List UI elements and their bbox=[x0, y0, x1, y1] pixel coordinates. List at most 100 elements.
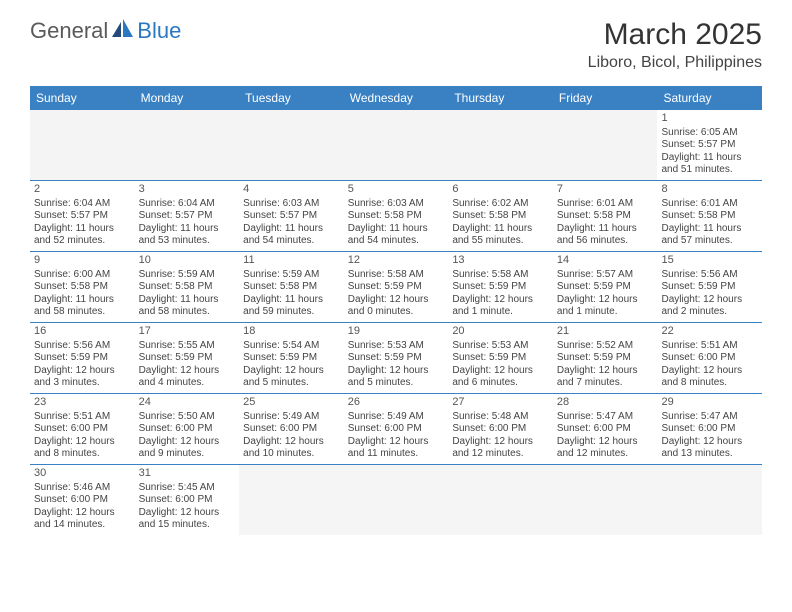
day-number: 18 bbox=[243, 325, 340, 339]
day-info-line: Sunrise: 5:56 AM bbox=[661, 269, 758, 282]
day-info-line: Daylight: 12 hours bbox=[348, 365, 445, 378]
day-number: 14 bbox=[557, 254, 654, 268]
day-info-line: Sunset: 6:00 PM bbox=[452, 423, 549, 436]
day-info-line: Sunset: 5:59 PM bbox=[452, 352, 549, 365]
day-number: 29 bbox=[661, 396, 758, 410]
day-number: 13 bbox=[452, 254, 549, 268]
day-info-line: and 1 minute. bbox=[452, 306, 549, 319]
page-header: General Blue March 2025 Liboro, Bicol, P… bbox=[0, 0, 792, 80]
day-info-line: Daylight: 12 hours bbox=[139, 365, 236, 378]
day-info-line: Sunset: 5:59 PM bbox=[34, 352, 131, 365]
day-info-line: Sunrise: 5:57 AM bbox=[557, 269, 654, 282]
day-info-line: Sunset: 6:00 PM bbox=[243, 423, 340, 436]
day-info-line: and 6 minutes. bbox=[452, 377, 549, 390]
logo-text-blue: Blue bbox=[137, 18, 181, 44]
day-number: 8 bbox=[661, 183, 758, 197]
day-cell: 23Sunrise: 5:51 AMSunset: 6:00 PMDayligh… bbox=[30, 394, 135, 464]
day-info-line: Sunrise: 5:50 AM bbox=[139, 411, 236, 424]
day-info-line: Sunrise: 5:58 AM bbox=[348, 269, 445, 282]
day-info-line: Sunrise: 5:53 AM bbox=[348, 340, 445, 353]
day-cell-empty bbox=[135, 110, 240, 180]
weekday-header: Thursday bbox=[448, 86, 553, 110]
day-cell: 16Sunrise: 5:56 AMSunset: 5:59 PMDayligh… bbox=[30, 323, 135, 393]
day-number: 15 bbox=[661, 254, 758, 268]
day-number: 4 bbox=[243, 183, 340, 197]
weekday-header: Friday bbox=[553, 86, 658, 110]
day-info-line: and 8 minutes. bbox=[34, 448, 131, 461]
day-info-line: Sunrise: 6:00 AM bbox=[34, 269, 131, 282]
day-cell-empty bbox=[239, 465, 344, 535]
day-info-line: Daylight: 11 hours bbox=[452, 223, 549, 236]
day-info-line: Daylight: 12 hours bbox=[243, 436, 340, 449]
day-number: 22 bbox=[661, 325, 758, 339]
month-title: March 2025 bbox=[588, 18, 762, 52]
day-info-line: Sunrise: 5:53 AM bbox=[452, 340, 549, 353]
day-info-line: Sunrise: 6:01 AM bbox=[661, 198, 758, 211]
day-info-line: Sunrise: 6:04 AM bbox=[139, 198, 236, 211]
day-info-line: and 12 minutes. bbox=[452, 448, 549, 461]
day-cell-empty bbox=[448, 465, 553, 535]
day-cell: 5Sunrise: 6:03 AMSunset: 5:58 PMDaylight… bbox=[344, 181, 449, 251]
day-info-line: and 53 minutes. bbox=[139, 235, 236, 248]
weekday-header: Tuesday bbox=[239, 86, 344, 110]
day-cell: 25Sunrise: 5:49 AMSunset: 6:00 PMDayligh… bbox=[239, 394, 344, 464]
day-info-line: Daylight: 12 hours bbox=[557, 365, 654, 378]
day-number: 5 bbox=[348, 183, 445, 197]
title-block: March 2025 Liboro, Bicol, Philippines bbox=[588, 18, 762, 72]
day-cell: 4Sunrise: 6:03 AMSunset: 5:57 PMDaylight… bbox=[239, 181, 344, 251]
day-info-line: Sunrise: 5:51 AM bbox=[34, 411, 131, 424]
day-info-line: Sunset: 5:57 PM bbox=[661, 139, 758, 152]
day-info-line: Sunset: 5:58 PM bbox=[557, 210, 654, 223]
day-info-line: Sunset: 5:58 PM bbox=[348, 210, 445, 223]
day-number: 11 bbox=[243, 254, 340, 268]
day-info-line: and 3 minutes. bbox=[34, 377, 131, 390]
day-info-line: Daylight: 11 hours bbox=[139, 294, 236, 307]
week-row: 9Sunrise: 6:00 AMSunset: 5:58 PMDaylight… bbox=[30, 252, 762, 323]
day-info-line: Sunrise: 5:55 AM bbox=[139, 340, 236, 353]
day-info-line: Sunset: 5:58 PM bbox=[661, 210, 758, 223]
day-info-line: Sunset: 5:59 PM bbox=[139, 352, 236, 365]
day-info-line: Sunset: 5:58 PM bbox=[452, 210, 549, 223]
day-info-line: and 59 minutes. bbox=[243, 306, 340, 319]
weekday-header: Saturday bbox=[657, 86, 762, 110]
logo: General Blue bbox=[30, 18, 181, 44]
day-info-line: Daylight: 12 hours bbox=[452, 436, 549, 449]
day-number: 6 bbox=[452, 183, 549, 197]
day-cell-empty bbox=[448, 110, 553, 180]
day-info-line: Sunrise: 5:45 AM bbox=[139, 482, 236, 495]
weekday-header: Wednesday bbox=[344, 86, 449, 110]
day-info-line: Sunrise: 5:58 AM bbox=[452, 269, 549, 282]
day-info-line: Sunset: 6:00 PM bbox=[139, 494, 236, 507]
day-info-line: Daylight: 11 hours bbox=[348, 223, 445, 236]
week-row: 16Sunrise: 5:56 AMSunset: 5:59 PMDayligh… bbox=[30, 323, 762, 394]
day-info-line: Daylight: 12 hours bbox=[34, 507, 131, 520]
day-cell: 18Sunrise: 5:54 AMSunset: 5:59 PMDayligh… bbox=[239, 323, 344, 393]
day-cell: 30Sunrise: 5:46 AMSunset: 6:00 PMDayligh… bbox=[30, 465, 135, 535]
day-cell-empty bbox=[553, 465, 658, 535]
day-cell: 17Sunrise: 5:55 AMSunset: 5:59 PMDayligh… bbox=[135, 323, 240, 393]
day-info-line: Sunset: 5:59 PM bbox=[243, 352, 340, 365]
day-info-line: and 5 minutes. bbox=[243, 377, 340, 390]
day-cell: 13Sunrise: 5:58 AMSunset: 5:59 PMDayligh… bbox=[448, 252, 553, 322]
day-info-line: Sunset: 6:00 PM bbox=[348, 423, 445, 436]
day-info-line: Sunrise: 5:47 AM bbox=[661, 411, 758, 424]
day-info-line: Sunset: 6:00 PM bbox=[661, 423, 758, 436]
week-row: 2Sunrise: 6:04 AMSunset: 5:57 PMDaylight… bbox=[30, 181, 762, 252]
day-number: 10 bbox=[139, 254, 236, 268]
day-cell: 3Sunrise: 6:04 AMSunset: 5:57 PMDaylight… bbox=[135, 181, 240, 251]
day-info-line: Daylight: 11 hours bbox=[34, 223, 131, 236]
day-cell: 11Sunrise: 5:59 AMSunset: 5:58 PMDayligh… bbox=[239, 252, 344, 322]
day-info-line: Daylight: 11 hours bbox=[139, 223, 236, 236]
day-number: 26 bbox=[348, 396, 445, 410]
day-cell-empty bbox=[344, 110, 449, 180]
day-number: 21 bbox=[557, 325, 654, 339]
day-number: 25 bbox=[243, 396, 340, 410]
day-number: 12 bbox=[348, 254, 445, 268]
day-number: 23 bbox=[34, 396, 131, 410]
day-info-line: Daylight: 12 hours bbox=[661, 365, 758, 378]
day-info-line: Daylight: 12 hours bbox=[139, 436, 236, 449]
day-info-line: Daylight: 11 hours bbox=[661, 223, 758, 236]
day-cell: 19Sunrise: 5:53 AMSunset: 5:59 PMDayligh… bbox=[344, 323, 449, 393]
day-number: 16 bbox=[34, 325, 131, 339]
day-cell: 7Sunrise: 6:01 AMSunset: 5:58 PMDaylight… bbox=[553, 181, 658, 251]
